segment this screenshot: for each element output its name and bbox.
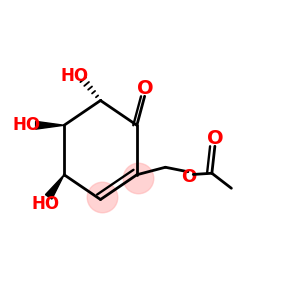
- Text: O: O: [181, 168, 196, 186]
- Text: HO: HO: [60, 67, 88, 85]
- Text: O: O: [137, 79, 154, 98]
- Text: HO: HO: [13, 116, 41, 134]
- Text: HO: HO: [32, 195, 60, 213]
- Polygon shape: [36, 121, 64, 129]
- Text: O: O: [207, 129, 223, 148]
- Polygon shape: [45, 175, 64, 199]
